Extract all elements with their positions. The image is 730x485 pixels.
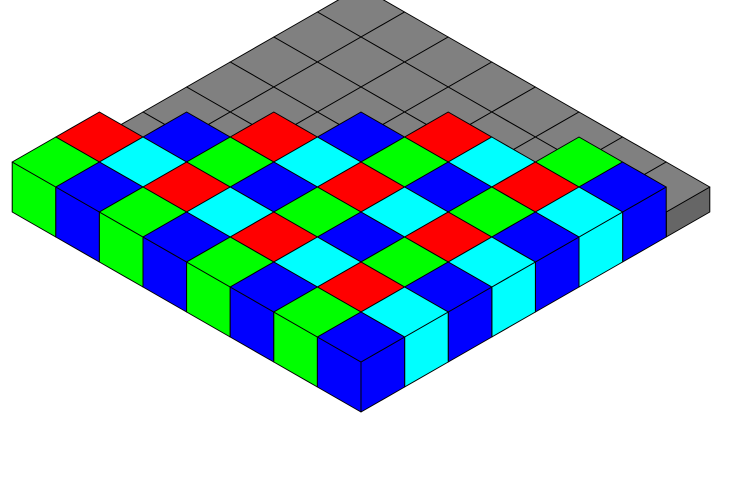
blue-cell-r0-c0-top: [316, 311, 406, 363]
